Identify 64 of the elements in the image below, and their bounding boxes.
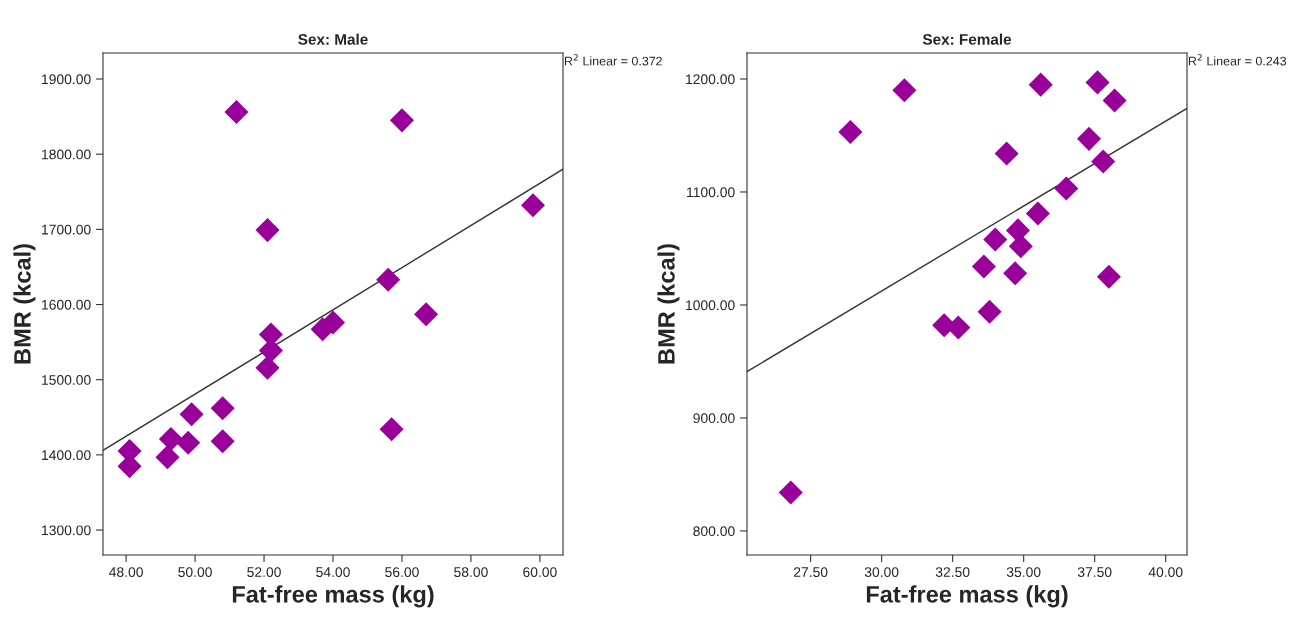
- x-axis-title: Fat-free mass (kg): [232, 585, 434, 608]
- point: [176, 430, 201, 455]
- x-tick-label: 54.00: [316, 567, 350, 578]
- x-tick-label: 50.00: [178, 567, 212, 578]
- point: [1085, 70, 1110, 95]
- text: R$^{2}$ Linear = 0.372: [564, 54, 662, 66]
- y-tick-label: 800.00: [693, 526, 735, 537]
- y-tick-label: 1500.00: [42, 375, 91, 385]
- x-axis-title: Fat-free mass (kg): [866, 585, 1068, 608]
- point: [892, 78, 917, 103]
- point: [1003, 261, 1028, 286]
- point: [210, 396, 235, 421]
- x-tick-label: 48.00: [109, 567, 143, 578]
- x-tick-label: 27.50: [793, 567, 828, 578]
- point: [778, 480, 803, 505]
- y-tick-label: 1900.00: [42, 74, 91, 85]
- x-tick-label: 60.00: [523, 567, 557, 578]
- point: [255, 218, 280, 243]
- point: [255, 355, 280, 380]
- x-tick-label: 37.50: [1077, 567, 1112, 578]
- y-tick-label: 1600.00: [42, 299, 91, 310]
- point: [389, 108, 414, 133]
- point: [224, 100, 249, 125]
- point: [414, 302, 439, 327]
- point: [1102, 88, 1127, 113]
- point: [179, 402, 204, 427]
- y-tick-label: 1100.00: [687, 187, 735, 198]
- point: [1076, 126, 1102, 151]
- y-tick-label: 1200.00: [686, 74, 735, 85]
- y-tick-label: 900.00: [693, 413, 735, 424]
- point: [1096, 264, 1121, 289]
- point: [520, 193, 546, 218]
- y-tick-label: 1800.00: [42, 149, 91, 160]
- x-tick-label: 32.50: [935, 567, 970, 578]
- point: [838, 120, 863, 145]
- y-axis-title: BMR (kcal): [13, 244, 36, 364]
- point: [379, 417, 404, 442]
- point: [971, 254, 996, 279]
- point: [1008, 234, 1033, 259]
- y-tick-label: 1400.00: [42, 450, 91, 461]
- point: [158, 427, 183, 452]
- y-axis-title: BMR (kcal): [657, 244, 680, 364]
- x-tick-label: 56.00: [385, 567, 419, 578]
- point: [1091, 149, 1116, 174]
- point: [1025, 201, 1050, 226]
- chart-title: Sex: Female: [922, 33, 1012, 45]
- point: [1054, 176, 1079, 201]
- point: [977, 299, 1002, 324]
- chart-title: Sex: Male: [298, 33, 368, 45]
- y-tick-label: 1000.00: [686, 300, 735, 311]
- point: [210, 429, 235, 454]
- point: [1028, 72, 1053, 97]
- x-tick-label: 30.00: [864, 567, 899, 578]
- y-tick-label: 1300.00: [42, 525, 91, 536]
- point: [376, 267, 401, 292]
- x-tick-label: 52.00: [247, 567, 281, 578]
- x-tick-label: 58.00: [454, 567, 488, 578]
- y-tick-label: 1700.00: [42, 224, 91, 235]
- point: [155, 445, 180, 470]
- x-tick-label: 40.00: [1148, 567, 1183, 578]
- text: R$^{2}$ Linear = 0.243: [1188, 54, 1287, 66]
- point: [983, 227, 1008, 252]
- x-tick-label: 35.00: [1006, 567, 1041, 578]
- point: [994, 141, 1019, 166]
